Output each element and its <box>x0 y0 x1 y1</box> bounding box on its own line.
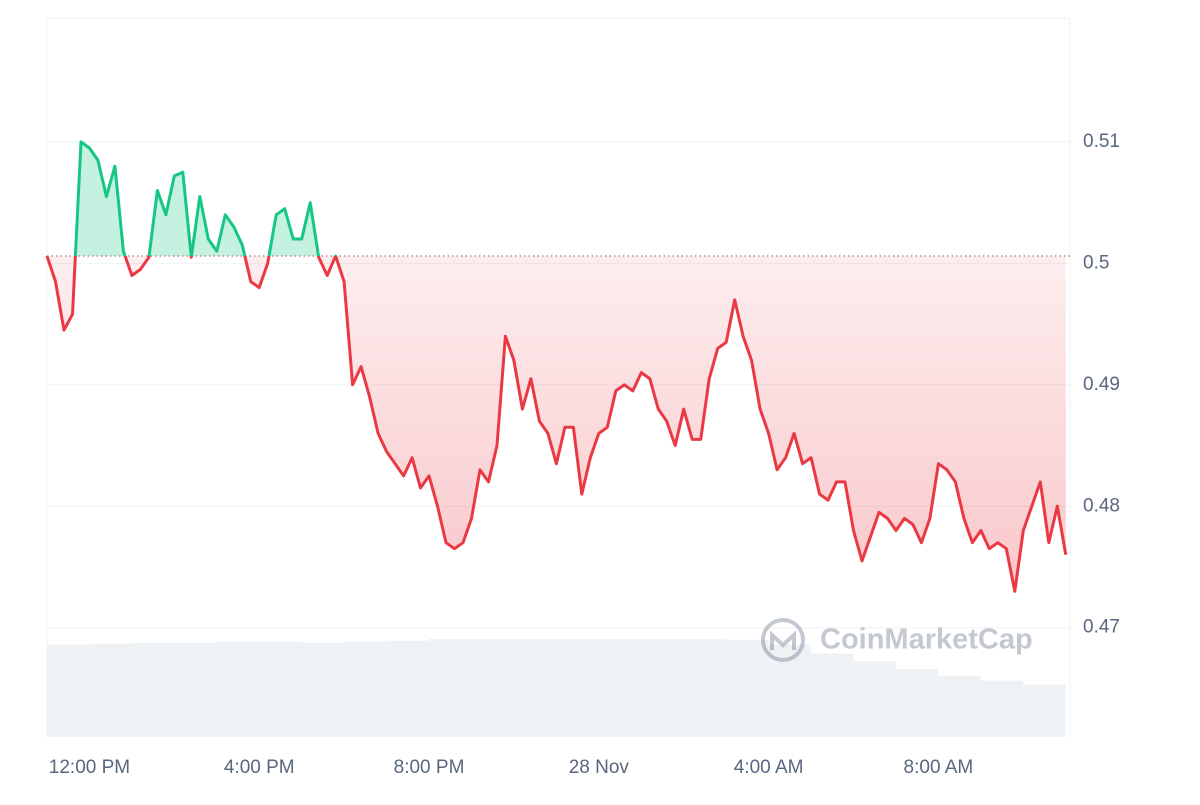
volume-bar <box>301 642 345 737</box>
x-tick-label: 4:00 AM <box>734 757 804 778</box>
volume-bar <box>641 638 684 737</box>
area-down <box>47 256 1066 592</box>
volume-bar <box>89 643 132 737</box>
volume-bar <box>429 638 472 737</box>
volume-bar <box>811 653 854 737</box>
x-tick-label: 28 Nov <box>569 757 630 778</box>
watermark: CoinMarketCap <box>761 618 1033 662</box>
volume-layer <box>47 638 1066 737</box>
volume-bar <box>768 644 812 737</box>
watermark-text: CoinMarketCap <box>820 624 1033 656</box>
volume-bar <box>853 661 896 737</box>
volume-bar <box>683 638 727 737</box>
x-tick-label: 4:00 PM <box>224 757 295 778</box>
y-tick-label: 0.51 <box>1083 131 1120 152</box>
price-line-down <box>45 256 1068 593</box>
volume-bar <box>513 638 557 737</box>
y-tick-label: 0.49 <box>1083 374 1120 395</box>
volume-bar <box>1023 684 1066 737</box>
volume-bar <box>344 641 387 737</box>
volume-bar <box>726 639 769 737</box>
price-line-up <box>46 140 338 257</box>
x-tick-label: 8:00 PM <box>394 757 465 778</box>
volume-bar <box>216 641 260 737</box>
volume-bar <box>471 638 514 737</box>
plot-layer <box>45 140 1070 593</box>
volume-bar <box>938 675 981 737</box>
volume-bar <box>386 640 430 737</box>
x-tick-label: 8:00 AM <box>904 757 974 778</box>
volume-bar <box>259 641 302 737</box>
volume-bar <box>556 638 599 737</box>
y-tick-label: 0.48 <box>1083 495 1120 516</box>
y-tick-label: 0.5 <box>1083 252 1109 273</box>
volume-bar <box>131 642 175 737</box>
x-tick-label: 12:00 PM <box>49 757 130 778</box>
volume-bar <box>174 642 217 737</box>
volume-bar <box>895 668 939 737</box>
volume-bar <box>980 680 1024 737</box>
volume-bar <box>598 638 642 737</box>
volume-bar <box>47 644 90 737</box>
y-tick-label: 0.47 <box>1083 617 1120 638</box>
